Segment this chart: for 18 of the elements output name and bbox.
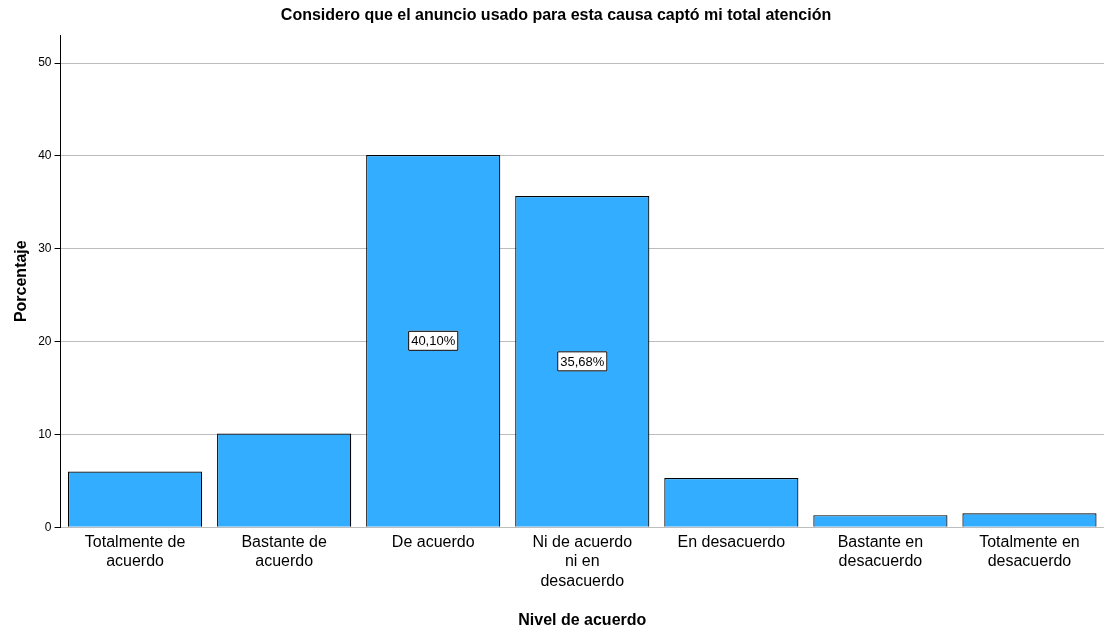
y-tick-label: 30	[38, 241, 52, 256]
y-tick-label: 10	[38, 426, 52, 441]
x-tick-label: Totalmente de acuerdo	[84, 533, 186, 570]
x-tick-label: Totalmente en desacuerdo	[979, 533, 1080, 570]
x-tick-label: Ni de acuerdo ni en desacuerdo	[532, 533, 633, 589]
data-label: 40,10%	[411, 333, 456, 349]
data-label: 35,68%	[560, 353, 605, 369]
x-tick-label: De acuerdo	[391, 533, 475, 551]
chart-title: Considero que el anuncio usado para esta causa captó mi total atención	[280, 6, 832, 24]
y-tick-label: 40	[38, 148, 52, 163]
x-axis-title: Nivel de acuerdo	[518, 610, 647, 628]
y-tick-label: 50	[38, 55, 52, 70]
y-tick-label: 0	[44, 519, 52, 534]
x-tick-label: En desacuerdo	[677, 533, 786, 551]
x-tick-label: Bastante en desacuerdo	[837, 533, 924, 570]
y-axis-title: Porcentaje	[12, 240, 30, 323]
x-tick-label: Bastante de acuerdo	[241, 533, 327, 570]
y-tick-label: 20	[38, 333, 52, 348]
